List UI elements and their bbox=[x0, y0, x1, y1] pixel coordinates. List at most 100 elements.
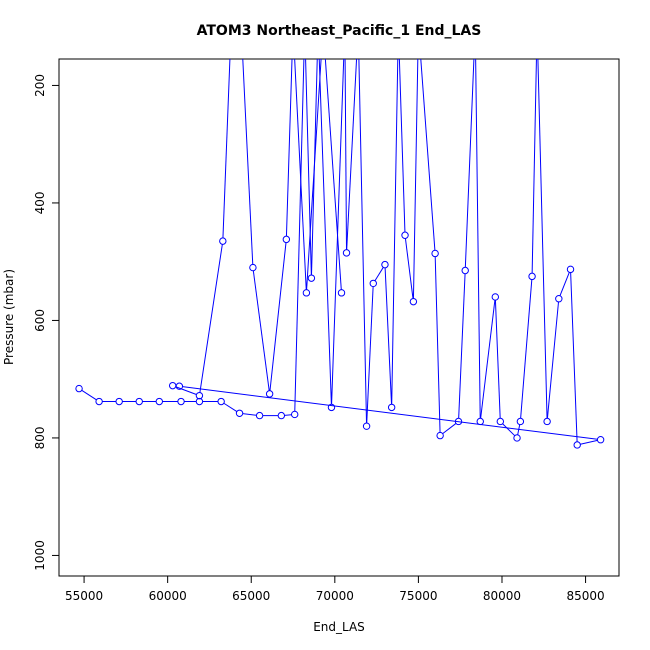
series-segment bbox=[442, 423, 457, 435]
data-point bbox=[409, 297, 418, 306]
data-point bbox=[513, 434, 521, 442]
data-point bbox=[431, 249, 439, 258]
data-point bbox=[566, 265, 575, 274]
x-tick-label: 70000 bbox=[316, 589, 354, 603]
chart-title: ATOM3 Northeast_Pacific_1 End_LAS bbox=[197, 23, 482, 39]
data-point bbox=[362, 422, 371, 430]
x-tick-label: 80000 bbox=[483, 589, 521, 603]
series-segment bbox=[570, 272, 578, 442]
series-segment bbox=[358, 59, 368, 423]
series-segment bbox=[420, 59, 436, 251]
series-segment bbox=[531, 59, 537, 274]
series-segment bbox=[305, 59, 312, 275]
series-segment bbox=[520, 279, 533, 419]
series-segment bbox=[223, 402, 238, 412]
y-tick-label: 200 bbox=[33, 74, 47, 97]
series-segment bbox=[252, 270, 270, 391]
series-segment bbox=[324, 59, 342, 290]
series-layer bbox=[75, 59, 605, 449]
y-tick-label: 400 bbox=[33, 191, 47, 214]
series-segment bbox=[366, 286, 374, 424]
series-segment bbox=[294, 59, 307, 290]
x-tick-label: 60000 bbox=[149, 589, 187, 603]
series-segment bbox=[480, 300, 496, 419]
y-axis-label: Pressure (mbar) bbox=[2, 269, 16, 365]
data-point bbox=[195, 397, 204, 406]
data-point bbox=[337, 289, 346, 297]
series-segment bbox=[331, 59, 345, 405]
data-point bbox=[491, 293, 499, 301]
series-segment bbox=[537, 59, 548, 419]
series-segment bbox=[398, 59, 406, 233]
data-point bbox=[75, 384, 83, 393]
data-point bbox=[461, 266, 469, 275]
series-segment bbox=[412, 59, 419, 299]
y-tick-label: 600 bbox=[33, 309, 47, 332]
x-tick-label: 55000 bbox=[65, 589, 103, 603]
series-segment bbox=[175, 386, 197, 395]
data-point bbox=[476, 417, 484, 426]
series-segment bbox=[494, 300, 501, 419]
data-point bbox=[155, 397, 163, 406]
data-point bbox=[342, 249, 351, 257]
data-point bbox=[528, 272, 536, 281]
data-point bbox=[195, 391, 204, 400]
series-segment bbox=[242, 59, 254, 265]
series-segment bbox=[269, 242, 287, 391]
data-point bbox=[327, 403, 336, 412]
series-segment bbox=[464, 59, 475, 268]
series-segment bbox=[374, 267, 384, 281]
x-tick-label: 65000 bbox=[232, 589, 270, 603]
series-segment bbox=[306, 59, 322, 290]
data-point bbox=[496, 417, 505, 426]
series-segment bbox=[199, 244, 223, 393]
data-point bbox=[436, 431, 444, 440]
y-tick-label: 800 bbox=[33, 426, 47, 449]
data-point bbox=[401, 231, 409, 239]
series-segment bbox=[285, 59, 293, 237]
data-point bbox=[255, 411, 264, 420]
data-point bbox=[543, 417, 551, 426]
series-segment bbox=[222, 59, 231, 238]
data-point bbox=[219, 237, 227, 245]
series-segment bbox=[384, 267, 393, 405]
series-segment bbox=[546, 301, 560, 419]
data-point bbox=[381, 260, 389, 269]
data-point bbox=[135, 397, 143, 406]
data-point bbox=[454, 417, 463, 426]
data-point bbox=[596, 436, 605, 444]
data-point bbox=[115, 397, 123, 406]
series-segment bbox=[182, 386, 598, 440]
data-point bbox=[217, 397, 225, 406]
y-tick-label: 1000 bbox=[33, 540, 47, 571]
data-point bbox=[265, 390, 274, 398]
series-segment bbox=[475, 59, 481, 419]
series-segment bbox=[344, 59, 347, 250]
data-point bbox=[369, 279, 377, 288]
series-segment bbox=[580, 439, 598, 445]
x-axis: 55000 60000 65000 70000 75000 80000 85000 bbox=[65, 576, 605, 603]
series-segment bbox=[81, 389, 97, 401]
series-segment bbox=[318, 59, 332, 405]
series-segment bbox=[284, 414, 292, 416]
data-point bbox=[282, 235, 291, 244]
x-tick-label: 85000 bbox=[566, 589, 604, 603]
data-point bbox=[387, 403, 396, 412]
data-point bbox=[177, 397, 185, 406]
series-segment bbox=[502, 423, 516, 437]
series-segment bbox=[434, 256, 441, 433]
series-segment bbox=[404, 238, 414, 299]
data-point bbox=[302, 289, 311, 297]
series-segment bbox=[294, 59, 305, 412]
series-segment bbox=[391, 59, 399, 405]
series-segment bbox=[346, 59, 358, 250]
x-tick-label: 75000 bbox=[399, 589, 437, 603]
series-segment bbox=[458, 273, 466, 419]
data-point bbox=[235, 409, 244, 417]
data-point bbox=[291, 410, 299, 419]
data-point bbox=[277, 411, 286, 420]
plot-frame bbox=[58, 58, 620, 577]
data-point bbox=[516, 417, 525, 426]
x-axis-label: End_LAS bbox=[313, 620, 365, 634]
